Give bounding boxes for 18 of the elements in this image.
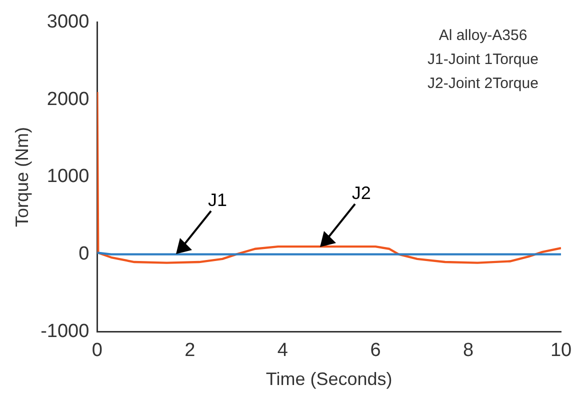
x-tick-label: 2 <box>184 340 196 362</box>
text: J1 <box>208 190 228 210</box>
x-tick-label: 0 <box>92 340 102 362</box>
annotation: J2-Joint 2Torque <box>428 75 538 92</box>
annotation: J1-Joint 1Torque <box>428 51 538 68</box>
y-tick-label: 2000 <box>46 88 90 110</box>
x-tick-label: 6 <box>370 340 381 362</box>
y-tick-label: 1000 <box>46 166 90 188</box>
y-tick-label: 0 <box>78 244 90 265</box>
x-tick-label: 8 <box>462 340 474 362</box>
x-tick-label: 4 <box>277 340 288 362</box>
y-axis-title: Torque (Nm) <box>12 126 32 228</box>
x-axis-title: Time (Seconds) <box>266 369 392 390</box>
y-tick-label: -1000 <box>40 320 90 342</box>
text: J2 <box>352 182 371 203</box>
x-tick-label: 10 <box>550 340 572 362</box>
y-tick-label: 3000 <box>46 12 90 33</box>
annotation: Al alloy-A356 <box>438 27 528 44</box>
